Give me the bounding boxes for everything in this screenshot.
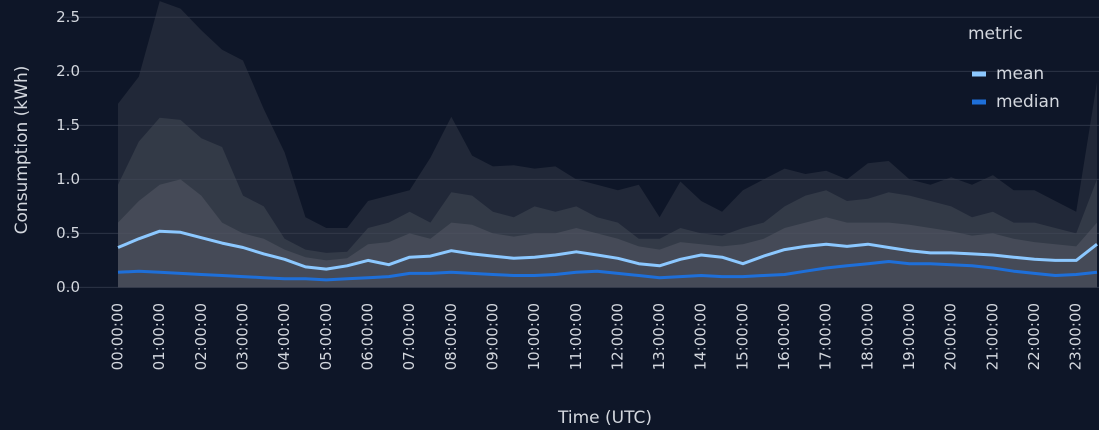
y-tick-label: 2.0	[56, 62, 80, 80]
lines	[117, 229, 1098, 282]
x-tick-label: 02:00:00	[192, 303, 210, 370]
x-tick-label: 07:00:00	[400, 303, 418, 370]
x-tick-label: 04:00:00	[275, 303, 293, 370]
quantile-band	[118, 1, 1097, 288]
x-tick-label: 16:00:00	[775, 303, 793, 370]
x-tick-label: 15:00:00	[733, 303, 751, 370]
x-tick-label: 10:00:00	[525, 303, 543, 370]
x-tick-label: 22:00:00	[1025, 303, 1043, 370]
x-tick-label: 06:00:00	[358, 303, 376, 370]
x-tick-label: 08:00:00	[442, 303, 460, 370]
series-line	[117, 260, 1098, 282]
y-tick-label: 2.5	[56, 8, 80, 26]
x-tick-label: 09:00:00	[483, 303, 501, 370]
y-axis-label: Consumption (kWh)	[12, 66, 32, 235]
labels: 0.0 0.5 1.0 1.5 2.0 2.5 00:00:00 01:00:00 02:00:…	[56, 8, 1085, 371]
x-tick-label: 21:00:00	[983, 303, 1001, 370]
x-tick-label: 13:00:00	[650, 303, 668, 370]
x-tick-label: 05:00:00	[317, 303, 335, 370]
x-tick-label: 00:00:00	[109, 303, 127, 370]
x-tick-label: 23:00:00	[1067, 303, 1085, 370]
y-tick-label: 1.0	[56, 170, 80, 188]
legend-label: median	[996, 92, 1060, 112]
x-tick-label: 03:00:00	[233, 303, 251, 370]
legend-title: metric	[968, 24, 1023, 44]
legend-label: mean	[996, 64, 1044, 84]
x-tick-label: 14:00:00	[692, 303, 710, 370]
x-tick-label: 17:00:00	[817, 303, 835, 370]
y-tick-label: 0.0	[56, 278, 80, 296]
x-axis-label: Time (UTC)	[557, 408, 652, 428]
x-tick-label: 18:00:00	[858, 303, 876, 370]
x-tick-label: 20:00:00	[942, 303, 960, 370]
series-line	[117, 229, 1098, 271]
x-tick-label: 01:00:00	[150, 303, 168, 370]
grid	[60, 16, 1099, 288]
x-tick-label: 12:00:00	[608, 303, 626, 370]
x-tick-label: 11:00:00	[567, 303, 585, 370]
x-tick-label: 19:00:00	[900, 303, 918, 370]
y-tick-label: 0.5	[56, 224, 80, 242]
y-tick-label: 1.5	[56, 116, 80, 134]
